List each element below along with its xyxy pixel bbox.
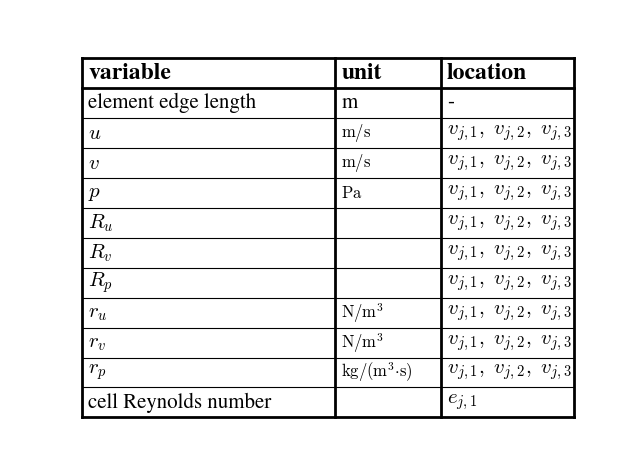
- Text: $\mathrm{m/s}$: $\mathrm{m/s}$: [341, 122, 372, 144]
- Text: $v_{j,1},\ v_{j,2},\ v_{j,3}$: $v_{j,1},\ v_{j,2},\ v_{j,3}$: [447, 213, 572, 233]
- Text: $u$: $u$: [88, 123, 102, 143]
- Text: $R_u$: $R_u$: [88, 212, 114, 234]
- Text: $v_{j,1},\ v_{j,2},\ v_{j,3}$: $v_{j,1},\ v_{j,2},\ v_{j,3}$: [447, 243, 572, 263]
- Text: $v_{j,1},\ v_{j,2},\ v_{j,3}$: $v_{j,1},\ v_{j,2},\ v_{j,3}$: [447, 333, 572, 353]
- Text: $r_p$: $r_p$: [88, 363, 107, 382]
- Text: $v_{j,1},\ v_{j,2},\ v_{j,3}$: $v_{j,1},\ v_{j,2},\ v_{j,3}$: [447, 123, 572, 143]
- Text: cell Reynolds number: cell Reynolds number: [88, 392, 272, 413]
- Text: $v$: $v$: [88, 153, 100, 173]
- Text: $\mathrm{m/s}$: $\mathrm{m/s}$: [341, 152, 372, 174]
- Text: $v_{j,1},\ v_{j,2},\ v_{j,3}$: $v_{j,1},\ v_{j,2},\ v_{j,3}$: [447, 363, 572, 382]
- Text: unit: unit: [341, 63, 381, 84]
- Text: $R_p$: $R_p$: [88, 270, 113, 295]
- Text: $\mathrm{Pa}$: $\mathrm{Pa}$: [341, 184, 363, 202]
- Text: location: location: [447, 63, 527, 84]
- Text: $v_{j,1},\ v_{j,2},\ v_{j,3}$: $v_{j,1},\ v_{j,2},\ v_{j,3}$: [447, 183, 572, 203]
- Text: $v_{j,1},\ v_{j,2},\ v_{j,3}$: $v_{j,1},\ v_{j,2},\ v_{j,3}$: [447, 153, 572, 173]
- Text: $\mathrm{kg/(m^3{\cdot}s)}$: $\mathrm{kg/(m^3{\cdot}s)}$: [341, 360, 413, 384]
- Text: $r_v$: $r_v$: [88, 333, 107, 353]
- Text: element edge length: element edge length: [88, 93, 257, 114]
- Text: $R_v$: $R_v$: [88, 242, 113, 264]
- Text: $p$: $p$: [88, 183, 102, 203]
- Text: $r_u$: $r_u$: [88, 303, 108, 323]
- Text: -: -: [447, 93, 454, 113]
- Text: $v_{j,1},\ v_{j,2},\ v_{j,3}$: $v_{j,1},\ v_{j,2},\ v_{j,3}$: [447, 303, 572, 323]
- Text: $\mathrm{N/m^3}$: $\mathrm{N/m^3}$: [341, 300, 384, 325]
- Text: $v_{j,1},\ v_{j,2},\ v_{j,3}$: $v_{j,1},\ v_{j,2},\ v_{j,3}$: [447, 273, 572, 293]
- Text: variable: variable: [88, 63, 172, 84]
- Text: $e_{j,1}$: $e_{j,1}$: [447, 392, 477, 413]
- Text: $\mathrm{N/m^3}$: $\mathrm{N/m^3}$: [341, 331, 384, 355]
- Text: m: m: [341, 93, 358, 113]
